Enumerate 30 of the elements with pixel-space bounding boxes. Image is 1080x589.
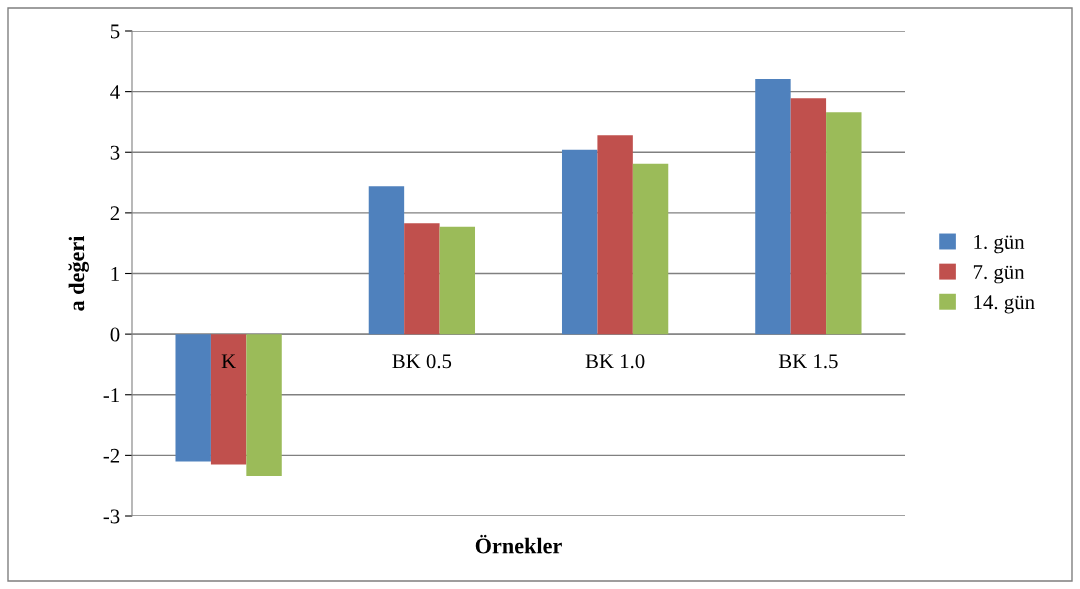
bar	[439, 226, 476, 335]
bar	[597, 135, 633, 335]
y-tick-label: -1	[103, 388, 119, 402]
bar	[632, 163, 669, 335]
legend-label: 7. gün	[973, 265, 1025, 284]
y-tick-label: -3	[103, 509, 120, 524]
legend-label: 14. gün	[974, 295, 1035, 314]
y-tick-label: 4	[110, 85, 120, 99]
y-tick-label: 2	[110, 206, 120, 221]
y-tick-label: 3	[110, 145, 120, 160]
bar	[404, 223, 440, 335]
y-tick-label: 5	[110, 24, 120, 39]
x-tick-label: BK 1.5	[778, 354, 838, 369]
x-tick-label: BK 1.0	[585, 354, 645, 369]
bar	[246, 334, 282, 476]
bar	[368, 186, 405, 335]
x-tick-label: BK 0.5	[392, 354, 452, 369]
bar	[175, 334, 211, 462]
y-tick-label: -2	[103, 448, 120, 463]
y-tick-label: 0	[110, 327, 120, 342]
bar	[210, 334, 247, 465]
bar	[755, 78, 791, 335]
bar	[790, 98, 827, 335]
bar	[826, 112, 862, 335]
y-axis-title: a değeri	[68, 235, 89, 311]
legend-label: 1. gün	[974, 234, 1025, 254]
bar	[561, 149, 598, 335]
y-tick-label: 1	[111, 266, 119, 281]
x-axis-title: Örnekler	[475, 534, 562, 554]
x-tick-label: K	[221, 354, 236, 369]
